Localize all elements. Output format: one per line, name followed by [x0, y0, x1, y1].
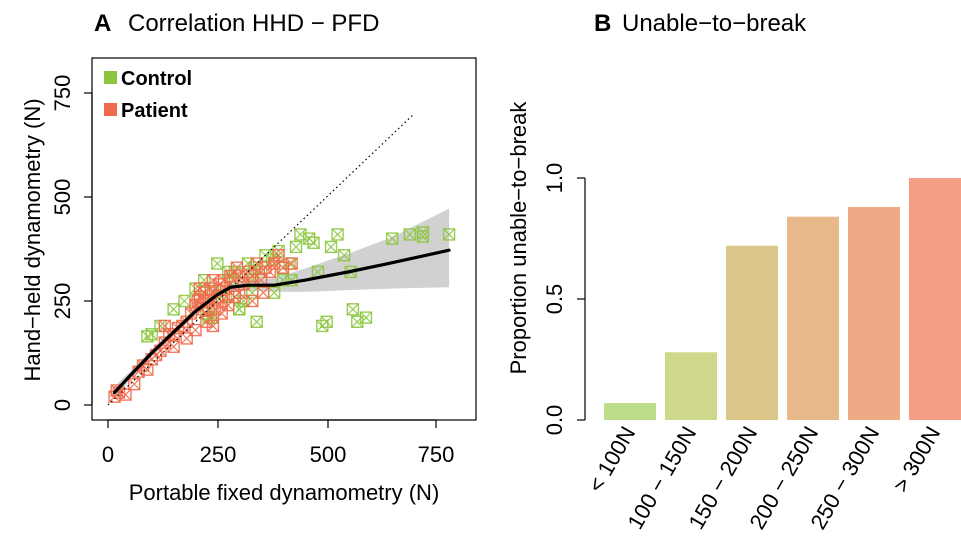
panel-a-letter: A: [94, 10, 111, 37]
control-point: [307, 236, 320, 249]
bar-1: [665, 352, 717, 420]
bar-4: [848, 207, 900, 420]
patient-point: [180, 332, 193, 345]
control-point: [403, 228, 416, 241]
patient-point: [193, 282, 207, 295]
panel-a-x-tick-label: 0: [102, 442, 114, 467]
patient-point: [206, 319, 220, 333]
patient-point: [215, 307, 228, 320]
legend-swatch-control: [104, 71, 117, 84]
patient-point: [272, 249, 285, 262]
legend-label-control: Control: [121, 68, 192, 90]
panel-a-x-tick-label: 500: [310, 442, 347, 467]
panel-a-y-axis: 0 250 500 750 Hand−held dynamometry (N): [20, 75, 93, 411]
panel-b-letter: B: [594, 10, 611, 37]
control-point: [331, 228, 344, 241]
panel-a-x-axis-title: Portable fixed dynamometry (N): [129, 480, 440, 505]
bar-3: [787, 216, 839, 420]
control-point: [386, 232, 399, 245]
panel-b-title: Unable−to−break: [622, 10, 807, 37]
patient-point: [200, 315, 213, 328]
patient-point: [215, 294, 228, 308]
bar-2: [726, 245, 778, 420]
bar-0: [604, 403, 656, 420]
control-point: [416, 230, 430, 243]
control-point: [320, 315, 333, 328]
category-label: > 300N: [888, 422, 945, 496]
panel-a-lines-layer: [107, 113, 451, 406]
panel-b-y-axis: 0.0 0.5 1.0 Proportion unable−to−break: [506, 101, 586, 436]
panel-a-x-tick-label: 750: [418, 442, 455, 467]
patient-point: [257, 286, 270, 299]
patient-point: [263, 265, 277, 279]
legend-label-patient: Patient: [121, 100, 188, 122]
patient-point: [222, 298, 235, 312]
category-label: < 100N: [583, 422, 640, 496]
control-point: [178, 294, 191, 308]
identity-line: [107, 113, 415, 406]
panel-b-y-tick-label: 1.0: [542, 163, 567, 194]
control-point: [337, 249, 351, 262]
patient-point: [246, 294, 259, 308]
panel-a-x-axis: 0 250 500 750 Portable fixed dynamometry…: [102, 419, 455, 505]
control-point: [442, 228, 456, 241]
panel-a-title: Correlation HHD − PFD: [128, 10, 379, 37]
patient-point: [167, 340, 180, 353]
panel-b-y-tick-label: 0.0: [542, 405, 567, 436]
control-point: [324, 240, 338, 254]
panel-a-y-tick-label: 500: [50, 179, 75, 216]
patient-point: [158, 319, 172, 333]
control-point: [211, 257, 224, 270]
bar-5: [909, 178, 961, 420]
control-point: [359, 311, 373, 324]
control-point: [289, 240, 303, 254]
panel-a-legend: Control Patient: [104, 68, 192, 122]
patient-point: [232, 269, 246, 283]
panel-a-x-tick-label: 250: [200, 442, 237, 467]
control-point: [346, 303, 360, 316]
patient-point: [128, 378, 141, 391]
panel-a: A Correlation HHD − PFD 0 250 500 750 Po…: [20, 10, 477, 505]
panel-a-ribbon-layer: [114, 208, 450, 399]
patient-point: [246, 269, 259, 283]
control-point: [167, 303, 180, 316]
panel-a-y-axis-title: Hand−held dynamometry (N): [20, 98, 45, 381]
panel-a-y-tick-label: 750: [50, 75, 75, 112]
panel-b-y-tick-label: 0.5: [542, 284, 567, 315]
control-point: [250, 315, 263, 328]
panel-a-points-layer: [108, 226, 456, 403]
panel-a-y-tick-label: 250: [50, 283, 75, 320]
fit-line: [112, 248, 451, 395]
patient-point: [285, 257, 298, 270]
panel-b-y-axis-title: Proportion unable−to−break: [506, 101, 531, 375]
panel-b-bars-layer: [604, 178, 961, 420]
confidence-ribbon: [114, 208, 450, 399]
legend-swatch-patient: [104, 103, 117, 116]
panel-a-y-tick-label: 0: [50, 399, 75, 411]
